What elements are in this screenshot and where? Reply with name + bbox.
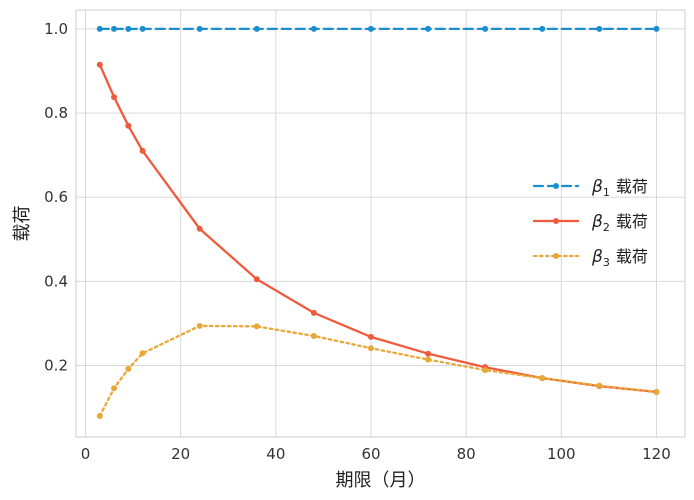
data-point xyxy=(653,25,660,32)
tick-labels: 0 20 40 60 80 100 120 0.2 0.4 0.6 0.8 1.0 xyxy=(44,20,671,463)
series-2 xyxy=(96,61,660,395)
data-point xyxy=(253,276,260,283)
data-point xyxy=(367,345,374,352)
data-point xyxy=(425,350,432,357)
data-point xyxy=(196,225,203,232)
data-point xyxy=(425,356,432,363)
x-axis-label: 期限（月） xyxy=(336,470,426,491)
legend-entry: β3 载荷 xyxy=(532,247,648,269)
legend-label: β1 载荷 xyxy=(591,177,648,199)
legend-label: β3 载荷 xyxy=(591,247,648,269)
data-point xyxy=(253,25,260,32)
data-point xyxy=(196,322,203,329)
data-point xyxy=(139,350,146,357)
y-tick-label: 0.8 xyxy=(44,104,68,122)
data-point xyxy=(596,25,603,32)
data-point xyxy=(96,25,103,32)
y-tick-label: 0.6 xyxy=(44,188,68,206)
y-tick-label: 0.2 xyxy=(44,356,68,374)
series-3 xyxy=(96,322,660,419)
legend: β1 载荷 β2 载荷 β3 载荷 xyxy=(532,177,648,269)
data-point xyxy=(367,333,374,340)
legend-entry: β1 载荷 xyxy=(532,177,648,199)
data-point xyxy=(125,365,132,372)
data-point xyxy=(111,25,118,32)
data-point xyxy=(596,382,603,389)
data-point xyxy=(96,412,103,419)
y-tick-label: 1.0 xyxy=(44,20,68,38)
data-point xyxy=(310,309,317,316)
data-point xyxy=(111,94,118,101)
data-point xyxy=(367,25,374,32)
x-tick-label: 20 xyxy=(171,445,190,463)
x-tick-label: 120 xyxy=(642,445,671,463)
data-point xyxy=(653,388,660,395)
series-line xyxy=(98,63,658,394)
data-point xyxy=(139,25,146,32)
plot-frame xyxy=(75,9,686,438)
data-point xyxy=(125,25,132,32)
x-tick-label: 100 xyxy=(547,445,576,463)
legend-marker xyxy=(553,218,559,224)
data-point xyxy=(425,25,432,32)
data-point xyxy=(310,25,317,32)
y-tick-label: 0.4 xyxy=(44,272,68,290)
legend-marker xyxy=(553,183,559,189)
data-point xyxy=(96,61,103,68)
data-point xyxy=(482,367,489,374)
data-point xyxy=(539,375,546,382)
legend-label: β2 载荷 xyxy=(591,212,648,234)
x-tick-label: 40 xyxy=(266,445,285,463)
x-tick-label: 60 xyxy=(361,445,380,463)
y-axis-label: 载荷 xyxy=(12,206,33,242)
x-tick-label: 80 xyxy=(457,445,476,463)
legend-entry: β2 载荷 xyxy=(532,212,648,234)
data-point xyxy=(139,147,146,154)
data-point xyxy=(253,323,260,330)
data-point xyxy=(196,25,203,32)
series-1 xyxy=(96,25,660,32)
data-point xyxy=(539,25,546,32)
series-layer xyxy=(96,25,660,419)
data-point xyxy=(111,385,118,392)
legend-marker xyxy=(553,253,559,259)
x-tick-label: 0 xyxy=(81,445,91,463)
data-point xyxy=(125,122,132,129)
data-point xyxy=(482,25,489,32)
data-point xyxy=(310,333,317,340)
